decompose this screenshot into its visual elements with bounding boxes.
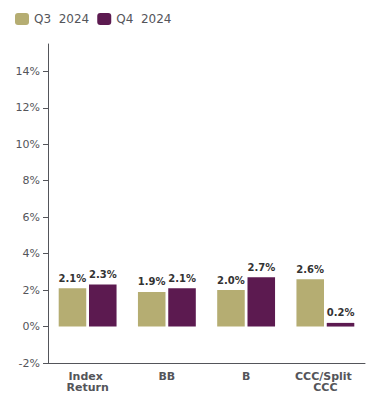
svg-text:CCC/Split: CCC/Split [295, 370, 356, 383]
svg-text:4%: 4% [23, 247, 40, 260]
svg-text:CCC: CCC [313, 381, 337, 394]
svg-text:2.0%: 2.0% [217, 275, 245, 286]
svg-text:-2%: -2% [19, 357, 40, 370]
svg-text:2.7%: 2.7% [247, 262, 275, 273]
svg-text:8%: 8% [23, 174, 40, 187]
svg-text:14%: 14% [16, 65, 40, 78]
svg-text:2.1%: 2.1% [59, 273, 87, 284]
svg-text:12%: 12% [16, 101, 40, 114]
svg-text:2.6%: 2.6% [296, 264, 324, 275]
svg-text:2.1%: 2.1% [168, 273, 196, 284]
svg-text:Q4 2024: Q4 2024 [116, 12, 171, 26]
svg-text:0.2%: 0.2% [327, 307, 355, 318]
svg-text:Q3 2024: Q3 2024 [34, 12, 89, 26]
svg-text:2%: 2% [23, 284, 40, 297]
svg-text:0%: 0% [23, 320, 40, 333]
svg-text:6%: 6% [23, 211, 40, 224]
svg-text:1.9%: 1.9% [138, 276, 166, 287]
svg-text:B: B [242, 370, 250, 383]
svg-text:BB: BB [158, 370, 175, 383]
svg-text:Index: Index [68, 370, 107, 383]
svg-text:10%: 10% [16, 138, 40, 151]
svg-text:Return: Return [66, 381, 108, 394]
svg-text:2.3%: 2.3% [89, 269, 117, 280]
